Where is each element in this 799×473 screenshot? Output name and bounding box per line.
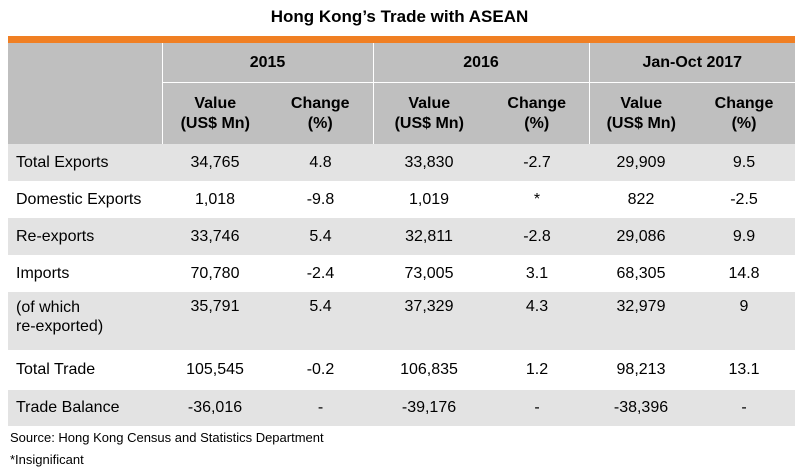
cell: -2.5 xyxy=(730,190,758,208)
cell: 105,545 xyxy=(186,361,244,378)
cell: 33,746 xyxy=(162,218,268,255)
period-2016: 2016 xyxy=(372,43,589,83)
cell: 5.4 xyxy=(268,292,373,350)
cell: -2.8 xyxy=(485,218,589,255)
period-jan-oct-2017: Jan-Oct 2017 xyxy=(588,43,796,83)
cell: 9 xyxy=(693,292,796,350)
cell: 9.9 xyxy=(693,218,796,255)
corner-cell xyxy=(8,43,162,83)
cell: 5.4 xyxy=(268,218,373,255)
cell: 70,780 xyxy=(190,264,240,282)
cell: -36,016 xyxy=(162,390,268,426)
cell: 35,791 xyxy=(162,292,268,350)
cell: 98,213 xyxy=(616,361,666,378)
col-value-2015: Value (US$ Mn) xyxy=(161,82,268,144)
col-change-2016: Change (%) xyxy=(485,82,589,144)
cell: 1.2 xyxy=(525,361,549,378)
table-title: Hong Kong’s Trade with ASEAN xyxy=(270,7,529,26)
row-label: Total Trade xyxy=(16,361,96,378)
row-label: Domestic Exports xyxy=(16,190,142,208)
footnote: *Insignificant xyxy=(10,452,84,467)
col-value-2016: Value (US$ Mn) xyxy=(372,82,485,144)
cell: 32,811 xyxy=(373,218,485,255)
trade-table: 2015 2016 Jan-Oct 2017 Value (US$ Mn) Cha… xyxy=(8,43,796,426)
cell: 1,018 xyxy=(194,190,236,208)
cell: 29,086 xyxy=(589,218,693,255)
cell: 9.5 xyxy=(693,144,796,181)
table-row-of-which-re-exported: (of which re-exported) 35,791 5.4 37,329 … xyxy=(8,292,796,350)
row-label: (of which re-exported) xyxy=(8,292,162,350)
cell: 3.1 xyxy=(525,264,549,282)
cell: * xyxy=(533,190,541,208)
cell: -38,396 xyxy=(589,390,693,426)
corner-cell-2 xyxy=(8,82,162,144)
cell: 32,979 xyxy=(589,292,693,350)
cell: -2.7 xyxy=(485,144,589,181)
accent-rule xyxy=(8,36,795,43)
cell: -0.2 xyxy=(306,361,335,378)
cell: 34,765 xyxy=(162,144,268,181)
table-row-total-trade: Total Trade 105,545 -0.2 106,835 1.2 98,… xyxy=(8,350,795,390)
source-note: Source: Hong Kong Census and Statistics … xyxy=(10,430,324,445)
table-row-total-exports: Total Exports 34,765 4.8 33,830 -2.7 29,… xyxy=(8,144,796,181)
cell: 4.3 xyxy=(485,292,589,350)
period-2015: 2015 xyxy=(161,43,373,83)
cell: 29,909 xyxy=(589,144,693,181)
cell: 73,005 xyxy=(404,264,454,282)
row-label: Imports xyxy=(16,264,70,282)
cell: 4.8 xyxy=(268,144,373,181)
row-label: Re-exports xyxy=(8,218,162,255)
table-row-imports: Imports 70,780 -2.4 73,005 3.1 68,305 14… xyxy=(8,255,795,292)
col-change-2017: Change (%) xyxy=(693,82,796,144)
table-row-re-exports: Re-exports 33,746 5.4 32,811 -2.8 29,086… xyxy=(8,218,796,255)
cell: -9.8 xyxy=(306,190,335,208)
cell: 106,835 xyxy=(400,361,458,378)
row-label: Total Exports xyxy=(8,144,162,181)
cell: 37,329 xyxy=(373,292,485,350)
column-header-row: Value (US$ Mn) Change (%) Value (US$ Mn) Ch… xyxy=(8,82,796,144)
cell: 33,830 xyxy=(373,144,485,181)
cell: 68,305 xyxy=(616,264,666,282)
cell: - xyxy=(268,390,373,426)
period-header-row: 2015 2016 Jan-Oct 2017 xyxy=(8,43,796,83)
cell: 13.1 xyxy=(728,361,760,378)
cell: 1,019 xyxy=(408,190,450,208)
cell: -2.4 xyxy=(306,264,335,282)
col-value-2017: Value (US$ Mn) xyxy=(588,82,693,144)
col-change-2015: Change (%) xyxy=(268,82,373,144)
cell: -39,176 xyxy=(373,390,485,426)
row-label: Trade Balance xyxy=(8,390,162,426)
cell: 822 xyxy=(627,190,655,208)
cell: - xyxy=(485,390,589,426)
table-row-domestic-exports: Domestic Exports 1,018 -9.8 1,019 * 822 … xyxy=(8,181,795,218)
cell: - xyxy=(693,390,796,426)
cell: 14.8 xyxy=(728,264,760,282)
table-row-trade-balance: Trade Balance -36,016 - -39,176 - -38,39… xyxy=(8,390,796,426)
